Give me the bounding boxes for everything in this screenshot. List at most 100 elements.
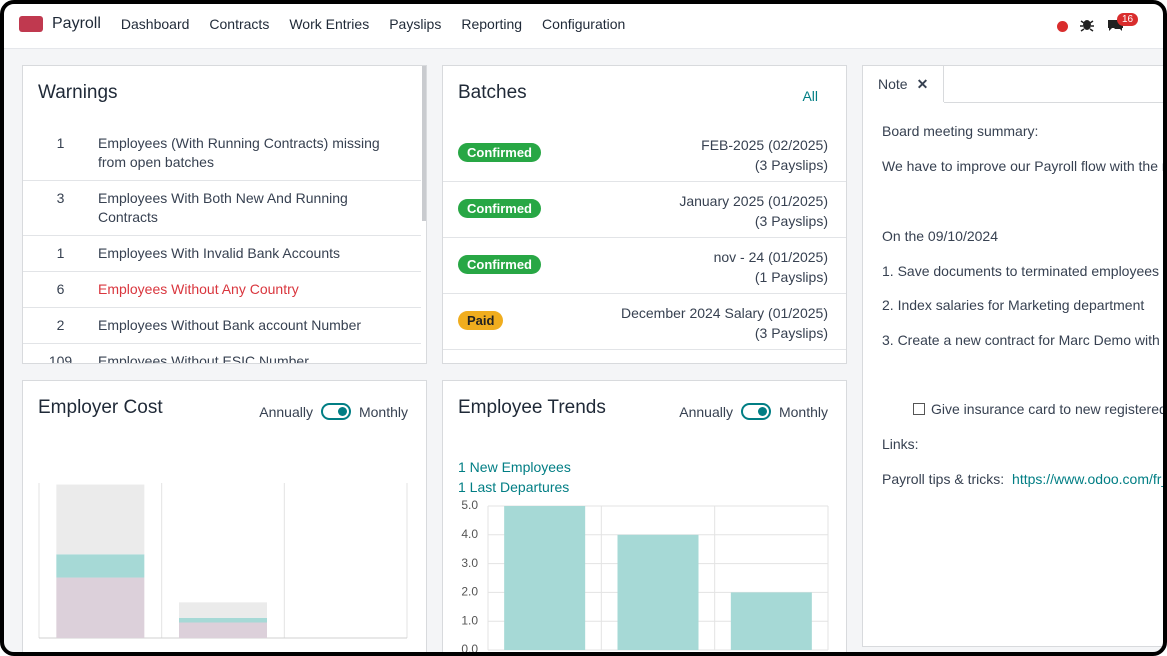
toggle-left[interactable]: Annually [259, 403, 313, 420]
warning-label: Employees Without Any Country [98, 281, 299, 297]
warning-label: Employees (With Running Contracts) missi… [98, 135, 380, 170]
debug-icon[interactable] [1080, 17, 1094, 32]
bar [504, 506, 586, 650]
note-text: 3. Create a new contract for Marc Demo w… [882, 332, 1167, 348]
period-toggle[interactable]: Annually Monthly [259, 403, 408, 420]
bar-segment [179, 617, 267, 623]
y-tick-label: 3.0 [461, 556, 478, 570]
batch-info: December 2024 (12/2024)(3 Payslips) [665, 359, 828, 363]
bar-segment [179, 602, 267, 618]
chat-badge: 16 [1117, 13, 1139, 26]
warning-row[interactable]: 1 Employees With Invalid Bank Accounts [23, 236, 421, 272]
checkbox[interactable] [913, 403, 925, 415]
batch-name: FEB-2025 (02/2025) [701, 137, 828, 153]
close-icon[interactable]: ✕ [916, 75, 929, 92]
trend-link[interactable]: 1 Last Departures [458, 479, 570, 495]
warning-row[interactable]: 2 Employees Without Bank account Number [23, 308, 421, 344]
link-label: Payroll tips & tricks: [882, 471, 1005, 487]
y-tick-label: 5.0 [461, 498, 478, 512]
batch-row[interactable]: Confirmed nov - 24 (01/2025) (1 Payslips) [443, 238, 846, 294]
batch-info: FEB-2025 (02/2025) (3 Payslips) [701, 135, 828, 175]
switch[interactable] [320, 403, 351, 420]
status-badge: Paid [458, 311, 504, 330]
batch-info: nov - 24 (01/2025) (1 Payslips) [714, 247, 828, 287]
warning-row[interactable]: 1 Employees (With Running Contracts) miss… [23, 126, 421, 181]
bar-segment [56, 484, 145, 555]
navbar: Payroll Dashboard Contracts Work Entries Pa… [0, 0, 1167, 49]
warning-count: 6 [56, 281, 65, 297]
batch-info: December 2024 Salary (01/2025) (3 Payslip… [621, 303, 828, 343]
tab-label[interactable]: Note [878, 76, 908, 92]
y-tick-label: 1.0 [461, 613, 478, 627]
app-logo[interactable] [19, 16, 43, 32]
warning-count: 3 [56, 190, 65, 206]
warning-row[interactable]: 6 Employees Without Any Country [23, 272, 421, 308]
note-text: On the 09/10/2024 [882, 228, 998, 244]
y-tick-label: 4.0 [461, 527, 478, 541]
card-title: Employee Trends [458, 397, 606, 418]
menu-item[interactable]: Dashboard [120, 16, 190, 32]
bar-segment [179, 622, 267, 638]
batches-card: Batches All Confirmed FEB-2025 (02/2025) (… [442, 65, 847, 364]
batches-list: Confirmed FEB-2025 (02/2025) (3 Payslips) C… [443, 126, 846, 363]
batch-name: December 2024 Salary (01/2025) [620, 305, 828, 321]
menu-item[interactable]: Contracts [209, 16, 270, 32]
note-text: Board meeting summary: [882, 123, 1039, 139]
bar-segment [56, 554, 145, 578]
warnings-card: Warnings 1 Employees (With Running Contra… [22, 65, 427, 364]
employee-trends-card: Employee Trends Annually Monthly 1 New Em… [442, 380, 847, 656]
batch-row[interactable]: Paid December 2024 Salary (01/2025) (3 Pay… [443, 294, 846, 350]
menu-item[interactable]: Configuration [542, 16, 626, 32]
note-text: 1. Save documents to terminated employee… [882, 263, 1160, 279]
status-badge: Confirmed [458, 143, 541, 162]
batch-row[interactable]: Confirmed FEB-2025 (02/2025) (3 Payslips) [443, 126, 846, 182]
y-tick-label: 2.0 [461, 585, 478, 599]
warning-label: Employees With Both New And Running Cont… [98, 190, 348, 225]
employer-cost-card: Employer Cost Annually Monthly [22, 380, 427, 656]
batch-payslips: (3 Payslips) [754, 325, 828, 341]
app-name[interactable]: Payroll [52, 15, 101, 32]
note-link[interactable]: https://www.odoo.com/fr_ [1012, 471, 1167, 487]
toggle-left[interactable]: Annually [679, 403, 733, 420]
batch-row[interactable]: Confirmed January 2025 (01/2025) (3 Paysli… [443, 182, 846, 238]
y-tick-label: 0.0 [461, 642, 478, 656]
note-link-row: Payroll tips & tricks: https://www.odoo.… [882, 471, 1167, 487]
all-link[interactable]: All [802, 88, 818, 104]
batch-payslips: (1 Payslips) [754, 269, 828, 285]
warning-row[interactable]: 109 Employees Without ESIC Number [23, 344, 421, 364]
period-toggle[interactable]: Annually Monthly [679, 403, 828, 420]
warnings-list: 1 Employees (With Running Contracts) miss… [23, 126, 421, 364]
warning-label: Employees With Invalid Bank Accounts [98, 245, 341, 261]
toggle-right[interactable]: Monthly [358, 403, 408, 420]
batch-name: December 2024 (12/2024) [665, 359, 828, 363]
status-badge: Confirmed [458, 199, 541, 218]
toggle-right[interactable]: Monthly [778, 403, 828, 420]
warning-row[interactable]: 3 Employees With Both New And Running Con… [23, 181, 421, 236]
trend-link[interactable]: 1 New Employees [458, 459, 571, 475]
scrollbar [422, 66, 426, 221]
menu-item[interactable]: Reporting [461, 16, 523, 32]
note-card: Note ✕ Board meeting summary: We have to … [862, 65, 1167, 647]
menu-item[interactable]: Payslips [389, 16, 442, 32]
warning-label: Employees Without Bank account Number [98, 317, 362, 333]
bar-segment [56, 577, 145, 638]
tab-border [944, 102, 1167, 103]
note-text: Give insurance card to new registered e [931, 401, 1167, 417]
bar [730, 592, 812, 650]
note-tab[interactable]: Note ✕ [863, 66, 944, 102]
batch-name: nov - 24 (01/2025) [713, 249, 828, 265]
note-text: Links: [882, 436, 919, 452]
switch[interactable] [740, 403, 771, 420]
note-text: 2. Index salaries for Marketing departme… [882, 297, 1145, 313]
warning-count: 109 [48, 353, 73, 364]
status-dot[interactable] [1057, 21, 1068, 32]
note-text: We have to improve our Payroll flow with… [882, 158, 1167, 174]
warning-label: Employees Without ESIC Number [98, 353, 309, 364]
menu-item[interactable]: Work Entries [289, 16, 370, 32]
batch-payslips: (3 Payslips) [754, 213, 828, 229]
bar [617, 534, 699, 650]
status-badge: Confirmed [458, 255, 541, 274]
batch-payslips: (3 Payslips) [754, 157, 828, 173]
